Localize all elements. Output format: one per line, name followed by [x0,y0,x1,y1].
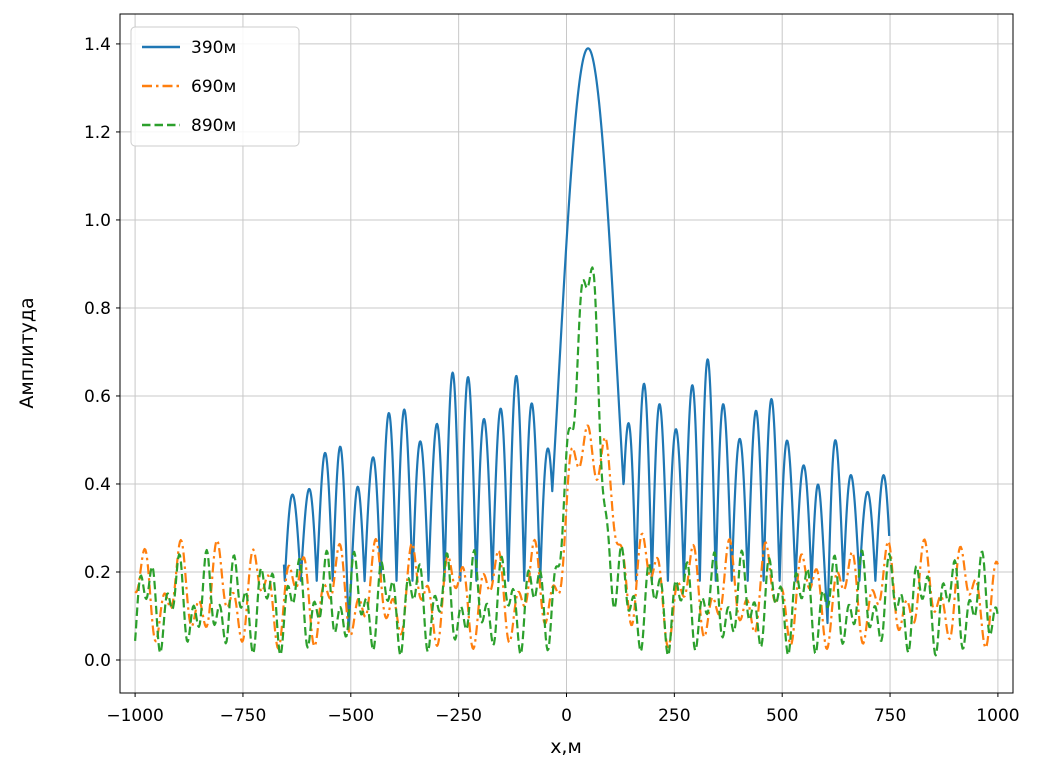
y-tick-label: 0.0 [84,651,111,671]
x-tick-label: 0 [561,706,572,726]
ticks: −1000 −750 −500 −250 0 250 500 750 1000 0.0 0.2 0.4… [84,35,1020,726]
x-tick-label: 750 [874,706,906,726]
y-axis-label: Амплитуда [16,297,38,409]
legend: 390м 690м 890м [130,26,300,147]
legend-box [130,26,300,147]
x-tick-label: −500 [327,706,374,726]
legend-label: 390м [191,38,236,58]
x-tick-label: 250 [658,706,690,726]
x-tick-label: 500 [766,706,798,726]
y-tick-label: 1.4 [84,35,111,55]
series-line-890м [134,266,999,657]
y-tick-label: 0.6 [84,387,111,407]
x-tick-label: −750 [220,706,267,726]
legend-label: 890м [191,116,236,136]
y-tick-label: 0.8 [84,299,111,319]
y-tick-label: 1.2 [84,123,111,143]
x-tick-label: 1000 [976,706,1019,726]
x-axis-label: x,м [550,736,582,758]
grid [120,14,1013,693]
y-tick-label: 1.0 [84,211,111,231]
y-tick-label: 0.2 [84,563,111,583]
series-line-390м [282,47,891,633]
y-tick-label: 0.4 [84,475,111,495]
x-tick-label: −250 [435,706,482,726]
legend-label: 690м [191,77,236,97]
x-tick-label: −1000 [106,706,164,726]
series-lines [134,47,999,657]
